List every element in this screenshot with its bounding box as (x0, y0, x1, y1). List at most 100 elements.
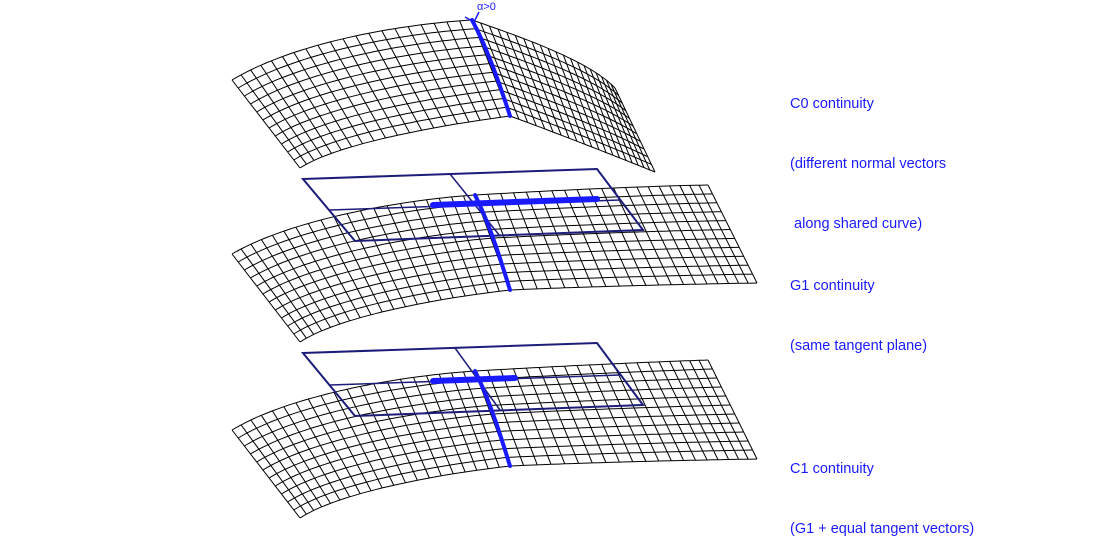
mesh-line (614, 87, 656, 173)
mesh-line (373, 383, 418, 481)
mesh-line (250, 220, 485, 279)
mesh-line (512, 368, 552, 465)
mesh-line (689, 185, 740, 284)
c0-surface-mesh-right (471, 19, 656, 173)
mesh-line (601, 188, 647, 286)
g1-surface-mesh-right (474, 184, 758, 291)
mesh-line (446, 21, 492, 119)
mesh-line (484, 386, 722, 398)
mesh-line (485, 54, 630, 119)
mesh-line (231, 370, 476, 431)
continuity-diagram: α>0 (231, 1, 758, 519)
mesh-line (624, 187, 672, 285)
mesh-line (271, 410, 331, 504)
mesh-line (287, 272, 504, 327)
mesh-line (698, 360, 749, 460)
mesh-line (282, 56, 342, 151)
mesh-line (601, 364, 647, 462)
mesh-line (601, 76, 639, 166)
mesh-line (509, 458, 758, 467)
mesh-line (451, 372, 489, 469)
mesh-line (295, 402, 351, 498)
mesh-line (237, 28, 476, 89)
mesh-line (262, 63, 490, 121)
mesh-line (478, 37, 623, 104)
mesh-line (487, 395, 726, 406)
mesh-line (481, 202, 717, 213)
mesh-line (320, 219, 372, 316)
mesh-line (451, 196, 489, 293)
mesh-line (346, 213, 395, 310)
caption-c0: C0 continuity (different normal vectors … (790, 54, 946, 254)
mesh-line (658, 361, 708, 461)
tangent-vector (430, 375, 518, 384)
mesh-line (679, 185, 730, 284)
mesh-line (307, 398, 361, 494)
mesh-line (555, 51, 593, 148)
mesh-line (577, 61, 614, 156)
mesh-line (240, 248, 307, 339)
mesh-line (413, 201, 454, 299)
mesh-line (399, 379, 442, 477)
caption-c0-title: C0 continuity (790, 96, 874, 112)
caption-c1: C1 continuity (G1 + equal tangent vector… (790, 419, 974, 559)
mesh-line (386, 205, 430, 303)
caption-c0-line-3: along shared curve) (790, 216, 923, 232)
mesh-line (500, 431, 744, 441)
mesh-line (506, 32, 546, 130)
mesh-line (231, 429, 301, 519)
mesh-line (547, 48, 585, 145)
mesh-line (488, 25, 529, 123)
mesh-line (268, 71, 493, 129)
mesh-line (293, 456, 507, 511)
mesh-line (299, 115, 511, 169)
mesh-line (250, 396, 485, 455)
mesh-line (394, 28, 447, 127)
mesh-line (283, 406, 341, 501)
mesh-line (231, 253, 301, 343)
mesh-line (576, 365, 620, 463)
mesh-line (487, 194, 525, 290)
mesh-line (256, 229, 488, 287)
mesh-line (503, 440, 749, 450)
mesh-line (481, 377, 717, 389)
mesh-line (293, 280, 507, 335)
mesh-line (231, 79, 301, 169)
mesh-line (496, 80, 641, 142)
mesh-line (287, 448, 504, 503)
caption-c1-title: C1 continuity (790, 461, 874, 477)
mesh-line (490, 229, 731, 239)
mesh-line (606, 80, 645, 168)
mesh-line (295, 226, 351, 322)
mesh-line (342, 38, 398, 136)
mesh-line (484, 211, 722, 222)
mesh-line (260, 64, 323, 158)
mesh-line (610, 83, 651, 171)
shared-boundary-curve (473, 193, 512, 292)
mesh-line (480, 22, 520, 120)
mesh-line (707, 359, 758, 460)
mesh-line (305, 48, 364, 144)
mesh-line (497, 246, 740, 256)
mesh-line (525, 191, 566, 289)
mesh-line (333, 392, 383, 489)
mesh-line (478, 368, 713, 381)
mesh-line (275, 431, 498, 487)
mesh-line (250, 45, 483, 105)
mesh-line (497, 422, 740, 432)
angle-label: α>0 (477, 1, 496, 13)
mesh-line (329, 41, 387, 139)
c0-surface-mesh-left (231, 19, 511, 169)
mesh-line (275, 80, 497, 137)
mesh-line (494, 238, 735, 248)
caption-g1-title: G1 continuity (790, 278, 875, 294)
mesh-line (299, 465, 511, 519)
mesh-line (588, 364, 634, 462)
mesh-line (262, 413, 491, 471)
mesh-line (500, 255, 744, 265)
mesh-line (381, 30, 435, 129)
mesh-line (538, 367, 580, 464)
mesh-line (595, 72, 633, 164)
mesh-line (576, 189, 620, 287)
mesh-line (244, 211, 482, 271)
